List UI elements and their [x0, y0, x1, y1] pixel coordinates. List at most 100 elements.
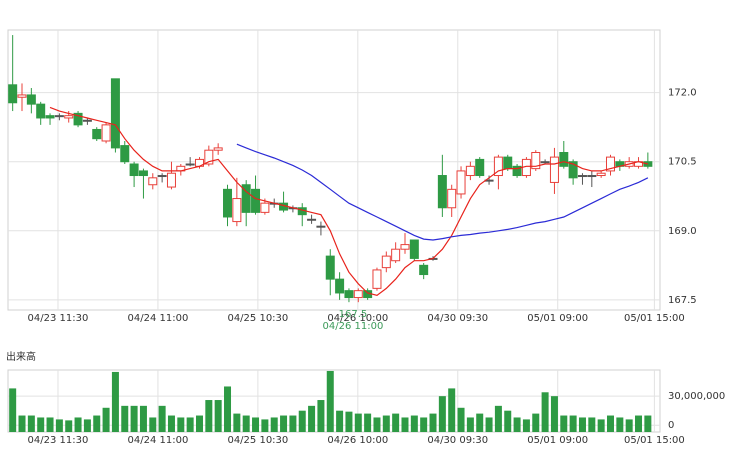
volume-bar [578, 417, 586, 432]
candle-body [391, 248, 401, 262]
candle-body [260, 202, 270, 213]
volume-bar [560, 415, 568, 432]
candle-body [419, 264, 429, 276]
candle-body [437, 175, 447, 209]
y-tick-label: 170.5 [668, 157, 697, 168]
volume-bar [364, 413, 372, 432]
x-tick-label: 05/01 09:00 [527, 435, 588, 446]
candle-body [577, 175, 587, 178]
moving-average-line [236, 143, 649, 241]
candle-body [307, 218, 317, 221]
volume-bar [373, 417, 381, 432]
candle-body [213, 147, 223, 151]
candle-body [120, 145, 130, 163]
volume-bar [121, 405, 129, 432]
volume-bar [55, 419, 63, 432]
candle-body [241, 184, 251, 213]
volume-bar [65, 420, 73, 432]
price-frame [7, 29, 661, 311]
candle-body [251, 188, 261, 213]
volume-bar [326, 370, 334, 432]
volume-bar [429, 413, 437, 432]
y-tick-label: 167.5 [668, 295, 697, 306]
volume-bar [532, 413, 540, 432]
candle-body [204, 149, 214, 165]
volume-bar [438, 396, 446, 432]
x-tick-label: 04/26 10:00 [327, 313, 388, 324]
candle-body [54, 115, 64, 118]
candle-body [223, 188, 233, 218]
volume-bar [354, 413, 362, 432]
candle-body [148, 177, 158, 186]
volume-bar [186, 417, 194, 432]
candle-body [45, 115, 55, 119]
candle-body [64, 115, 74, 119]
candle-body [17, 94, 27, 98]
x-tick-label: 04/23 11:30 [28, 313, 89, 324]
candle-body [335, 278, 345, 294]
y-tick-label: 172.0 [668, 88, 697, 99]
candle-body [503, 156, 513, 170]
candle-body [605, 156, 615, 172]
x-tick-label: 04/23 11:30 [28, 435, 89, 446]
candle-body [353, 290, 363, 299]
volume-bar [476, 413, 484, 432]
volume-bar [448, 388, 456, 432]
volume-bar [625, 419, 633, 432]
candle-body [587, 175, 597, 178]
volume-bar [336, 410, 344, 432]
candle-body [559, 152, 569, 167]
volume-bar [27, 415, 35, 432]
volume-bar [130, 405, 138, 432]
candle-body [110, 78, 120, 149]
candle-body [372, 269, 382, 289]
volume-bar [317, 400, 325, 432]
volume-bar [606, 415, 614, 432]
candle-body [568, 161, 578, 179]
candle-body [166, 172, 176, 188]
volume-bar [569, 415, 577, 432]
candle-body [596, 172, 606, 177]
candle-body [381, 255, 391, 269]
volume-bar [280, 415, 288, 432]
candle-body [316, 225, 326, 228]
volume-bar [513, 417, 521, 432]
volume-bar [214, 400, 222, 432]
volume-bar [382, 415, 390, 432]
x-tick-label: 04/25 10:30 [227, 435, 288, 446]
volume-bar [588, 417, 596, 432]
candle-body [400, 244, 410, 250]
volume-bar [644, 415, 652, 432]
volume-bar [74, 417, 82, 432]
volume-bar [401, 417, 409, 432]
volume-bar [298, 410, 306, 432]
low-price-annotation: 167.5 [339, 309, 368, 320]
x-tick-label: 05/01 09:00 [527, 313, 588, 324]
volume-bar [195, 415, 203, 432]
candle-body [493, 156, 503, 177]
volume-bar [158, 405, 166, 432]
x-tick-label: 04/26 10:00 [327, 435, 388, 446]
volume-bar [541, 392, 549, 432]
volume-title: 出来高 [6, 350, 36, 363]
volume-bar [392, 413, 400, 432]
volume-bar [466, 417, 474, 432]
candle-body [185, 163, 195, 166]
volume-bar [550, 396, 558, 432]
candle-body [232, 198, 242, 223]
candle-body [456, 170, 466, 195]
volume-bar [616, 417, 624, 432]
candle-body [531, 152, 541, 170]
candle-body [8, 84, 18, 104]
volume-bar [261, 419, 269, 432]
volume-bar [93, 415, 101, 432]
candle-body [101, 124, 111, 142]
candle-body [157, 175, 167, 178]
volume-bar [224, 386, 232, 432]
candle-body [325, 255, 335, 280]
volume-bar [111, 371, 119, 432]
candle-body [344, 290, 354, 299]
candle-body [82, 119, 92, 122]
volume-bar [242, 415, 250, 432]
